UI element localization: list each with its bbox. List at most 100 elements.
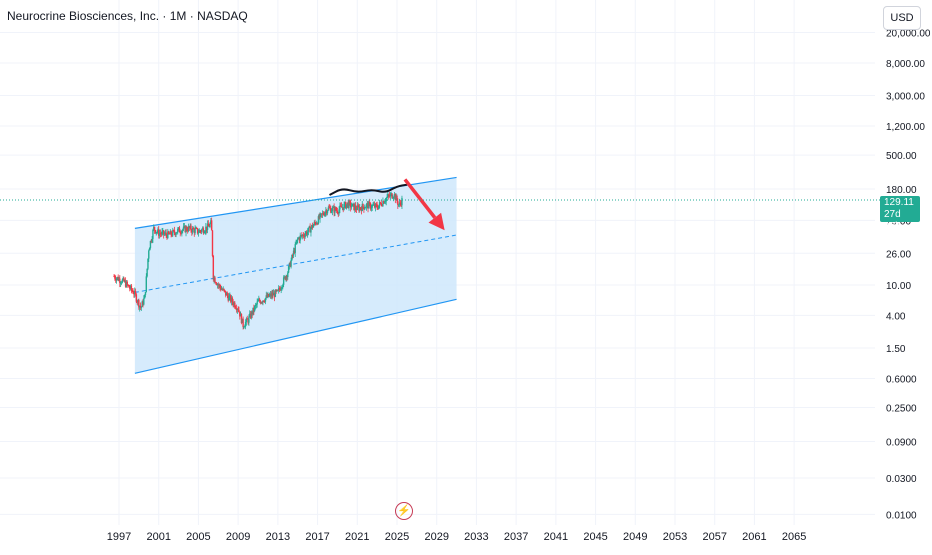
candle-body xyxy=(187,226,190,232)
projection-arrow-shaft xyxy=(403,178,437,219)
candle-body xyxy=(225,291,227,296)
candle-body xyxy=(368,202,370,209)
candle-body xyxy=(340,205,343,208)
candle-body xyxy=(162,230,165,235)
candle-body xyxy=(296,239,298,244)
candle-body xyxy=(305,231,307,235)
candle-body xyxy=(220,289,223,291)
candle-body xyxy=(152,230,154,239)
candle-body xyxy=(198,230,200,233)
x-tick-label: 2005 xyxy=(186,531,210,543)
candle-body xyxy=(164,232,167,234)
candle-body xyxy=(346,202,349,205)
candle-body xyxy=(158,229,160,236)
candle-body xyxy=(352,203,354,205)
candle-body xyxy=(317,216,320,225)
candle-body xyxy=(247,319,249,323)
candle-body xyxy=(325,210,328,214)
candle-body xyxy=(188,226,191,229)
candle-body xyxy=(267,293,269,298)
candle-body xyxy=(244,326,246,328)
candle-body xyxy=(180,232,182,234)
candle-body xyxy=(227,295,229,301)
y-tick-label: 26.00 xyxy=(886,249,911,260)
candle-body xyxy=(306,231,309,235)
candle-body xyxy=(115,278,118,281)
candle-body xyxy=(158,233,161,236)
candle-body xyxy=(360,208,363,211)
candle-body xyxy=(292,255,294,256)
candle-body xyxy=(316,223,319,225)
candle-body xyxy=(171,234,173,236)
candle-body xyxy=(222,288,224,290)
candle-body xyxy=(210,220,213,231)
candle-body xyxy=(286,275,288,278)
candle-body xyxy=(271,293,273,297)
candle-body xyxy=(143,298,145,305)
candle-body xyxy=(302,234,305,237)
candle-body xyxy=(260,302,263,304)
candle-body xyxy=(114,276,116,279)
candle-body xyxy=(340,205,342,207)
candle-body xyxy=(174,232,176,236)
candle-body xyxy=(383,201,385,204)
candle-body xyxy=(270,293,272,297)
lightning-icon[interactable]: ⚡ xyxy=(395,502,413,520)
candle-body xyxy=(214,277,216,283)
candle-body xyxy=(376,204,378,208)
candle-body xyxy=(268,295,271,297)
candle-body xyxy=(142,301,144,305)
candle-body xyxy=(333,206,335,213)
candle-body xyxy=(236,308,239,310)
candle-body xyxy=(234,307,237,309)
candle-body xyxy=(127,284,129,286)
candle-body xyxy=(369,203,372,209)
candle-body xyxy=(306,231,308,235)
candle-body xyxy=(167,231,169,239)
candle-body xyxy=(287,272,289,278)
candle-body xyxy=(205,226,207,232)
candle-body xyxy=(297,238,299,240)
candle-body xyxy=(194,228,196,233)
candle-body xyxy=(172,230,174,236)
candle-body xyxy=(133,293,135,295)
candle-body xyxy=(315,222,317,225)
candle-body xyxy=(216,284,219,286)
candle-body xyxy=(273,292,275,296)
candle-body xyxy=(118,278,120,281)
candle-body xyxy=(307,227,310,232)
candle-body xyxy=(297,237,300,239)
candle-body xyxy=(176,232,178,234)
x-tick-label: 2021 xyxy=(345,531,369,543)
candle-body xyxy=(246,318,248,320)
candle-body xyxy=(166,234,168,239)
candle-body xyxy=(349,201,351,203)
candle-body xyxy=(275,290,277,292)
candle-body xyxy=(331,207,334,212)
candle-body xyxy=(206,223,209,230)
candle-body xyxy=(359,207,361,211)
candle-body xyxy=(298,237,301,241)
candle-body xyxy=(353,203,355,210)
candle-body xyxy=(183,226,186,227)
x-tick-label: 2025 xyxy=(385,531,409,543)
candle-body xyxy=(191,227,194,233)
x-tick-label: 2001 xyxy=(146,531,170,543)
candle-body xyxy=(229,295,231,297)
candle-body xyxy=(163,233,166,235)
candle-body xyxy=(253,306,256,311)
candle-body xyxy=(159,233,162,234)
candle-body xyxy=(292,250,295,256)
candle-body xyxy=(241,318,243,324)
currency-button[interactable]: USD xyxy=(883,6,921,30)
candle-body xyxy=(200,230,202,232)
candle-body xyxy=(288,262,291,267)
candle-body xyxy=(377,207,379,209)
candle-body xyxy=(239,311,241,317)
candle-body xyxy=(134,291,136,295)
y-tick-label: 0.2500 xyxy=(886,404,917,415)
candle-body xyxy=(182,226,185,230)
candle-body xyxy=(202,228,205,233)
